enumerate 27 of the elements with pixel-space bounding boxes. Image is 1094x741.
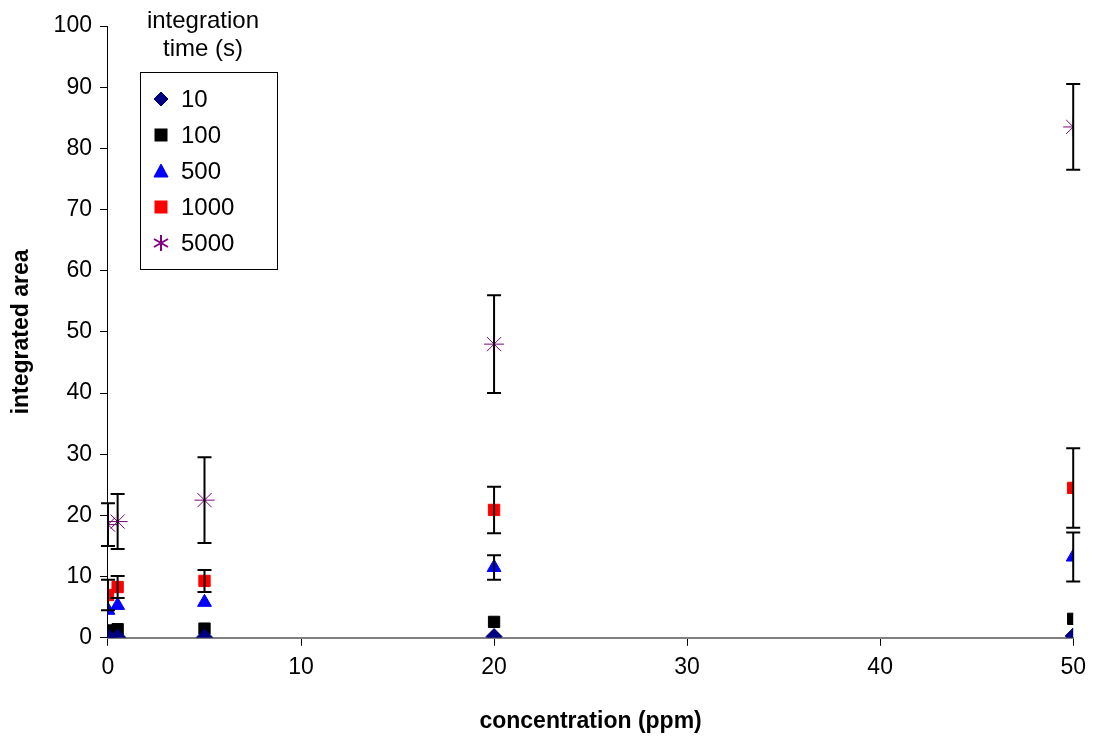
legend-label: 10	[180, 85, 208, 113]
y-tick-label: 70	[66, 194, 92, 221]
x-tick-label: 0	[101, 652, 115, 679]
y-tick-label: 40	[66, 378, 92, 405]
y-tick-label: 100	[53, 11, 92, 38]
point	[487, 615, 501, 629]
y-axis-title: integrated area	[7, 249, 34, 415]
y-tick-label: 30	[66, 439, 92, 466]
legend-label: 5000	[180, 229, 235, 257]
y-tick-label: 90	[66, 72, 92, 99]
point	[197, 593, 212, 607]
legend-label: 100	[180, 121, 222, 149]
x-tick-label: 50	[1060, 652, 1087, 679]
y-tick-label: 0	[79, 623, 92, 650]
legend-title: integration time (s)	[145, 6, 260, 62]
legend-label: 500	[180, 157, 222, 185]
legend-label: 1000	[180, 193, 235, 221]
x-tick-label: 30	[674, 652, 700, 679]
x-tick-label: 10	[288, 652, 314, 679]
x-axis-title: concentration (ppm)	[479, 706, 702, 733]
x-tick-label: 40	[867, 652, 893, 679]
y-tick-label: 20	[66, 500, 92, 527]
y-tick-label: 10	[66, 561, 92, 588]
y-tick-label: 60	[66, 256, 92, 283]
y-tick-label: 50	[66, 317, 92, 344]
y-tick-label: 80	[66, 133, 92, 160]
x-tick-label: 20	[481, 652, 507, 679]
